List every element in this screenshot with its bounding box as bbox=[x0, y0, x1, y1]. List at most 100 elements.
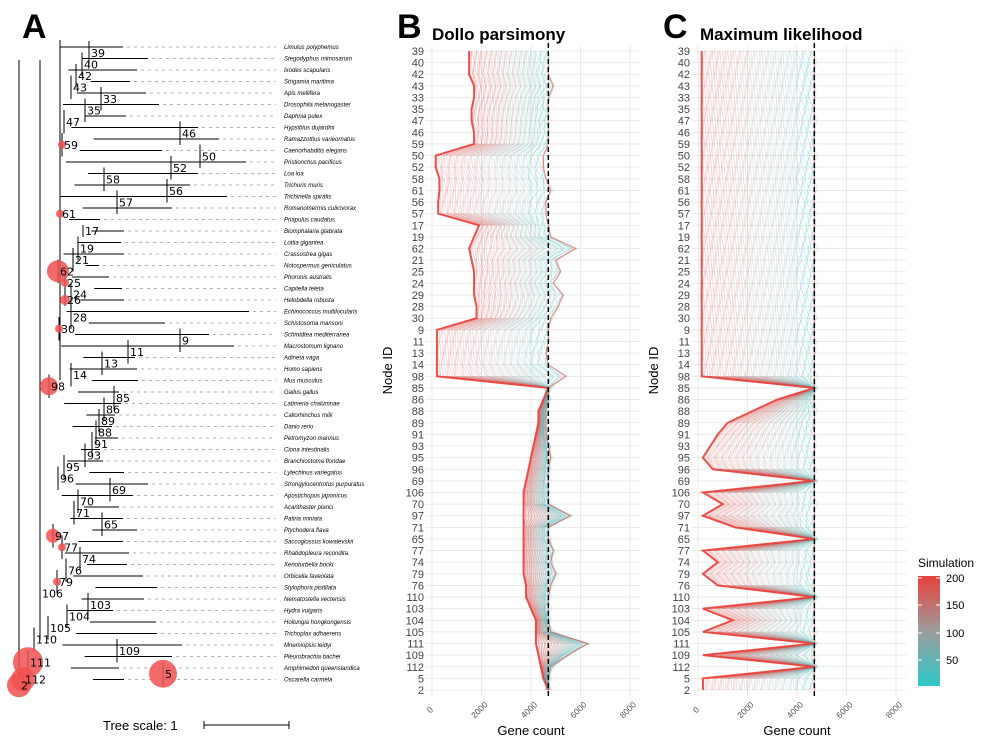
x-tick-label: 0 bbox=[425, 704, 436, 715]
node-label: 52 bbox=[173, 162, 187, 175]
node-bubbles bbox=[7, 140, 177, 698]
simulation-line bbox=[448, 50, 550, 691]
y-tick-label: 112 bbox=[672, 662, 690, 674]
panel-b-title: Dollo parsimony bbox=[432, 25, 566, 44]
simulation-line bbox=[508, 50, 572, 691]
simulation-line bbox=[800, 50, 819, 691]
y-tick-label: 111 bbox=[673, 639, 690, 651]
tree-scale-bar bbox=[203, 721, 290, 729]
y-tick-label: 21 bbox=[412, 255, 424, 267]
y-tick-label: 33 bbox=[678, 92, 690, 104]
node-label: 77 bbox=[64, 541, 78, 554]
node-label: 69 bbox=[112, 484, 126, 497]
tip-label: Branchiostoma floridae bbox=[284, 459, 346, 465]
simulation-line bbox=[521, 50, 579, 691]
node-label: 76 bbox=[68, 564, 82, 577]
simulation-line bbox=[719, 50, 816, 691]
x-tick-label: 6000 bbox=[568, 699, 589, 720]
y-tick-label: 62 bbox=[412, 244, 424, 256]
y-tick-label: 28 bbox=[678, 302, 690, 314]
simulation-line bbox=[772, 50, 817, 691]
simulation-line bbox=[474, 50, 556, 691]
y-tick-label: 62 bbox=[678, 244, 690, 256]
tip-label: Ciona intestinalis bbox=[284, 448, 329, 454]
tip-label: Romanomermis culicivorax bbox=[284, 206, 357, 212]
tree-scale-label: Tree scale: 1 bbox=[103, 718, 178, 733]
node-label: 25 bbox=[67, 277, 81, 290]
tip-label: Gallus gallus bbox=[284, 390, 318, 396]
node-bubble bbox=[40, 377, 58, 396]
y-tick-label: 88 bbox=[412, 406, 424, 418]
x-tick-label: 6000 bbox=[834, 699, 855, 720]
simulation-line bbox=[745, 50, 817, 691]
simulation-line bbox=[755, 50, 816, 691]
tip-label: Ixodes scapularis bbox=[284, 68, 330, 74]
y-tick-label: 56 bbox=[412, 197, 424, 209]
simulation-line bbox=[743, 50, 815, 691]
node-label: 17 bbox=[85, 225, 99, 238]
tip-leader-lines bbox=[103, 46, 276, 680]
tip-label: Crassostrea gigas bbox=[284, 252, 332, 258]
y-tick-label: 29 bbox=[412, 290, 424, 302]
node-label: 13 bbox=[104, 357, 118, 370]
panel-c-ml: C Maximum likelihood 3940424333354746595… bbox=[646, 8, 906, 738]
simulation-line bbox=[504, 50, 570, 691]
simulation-line bbox=[477, 50, 559, 691]
y-tick-label: 103 bbox=[406, 604, 424, 616]
node-label: 58 bbox=[106, 173, 120, 186]
y-tick-label: 77 bbox=[678, 546, 690, 558]
simulation-line bbox=[445, 50, 551, 691]
simulation-line bbox=[534, 50, 584, 691]
node-label: 96 bbox=[60, 472, 74, 485]
simulation-line bbox=[527, 50, 583, 691]
y-tick-label: 109 bbox=[406, 650, 424, 662]
tip-labels: Limulus polyphemus Stegodyphus mimosarum I… bbox=[283, 45, 364, 684]
y-tick-label: 52 bbox=[412, 162, 424, 174]
simulation-line bbox=[711, 50, 816, 691]
tip-label: Danio rerio bbox=[284, 425, 314, 431]
y-tick-label: 109 bbox=[672, 650, 690, 662]
simulation-line bbox=[791, 50, 817, 691]
y-tick-label: 47 bbox=[678, 116, 690, 128]
x-tick-label: 8000 bbox=[618, 699, 639, 720]
y-tick-label: 96 bbox=[412, 464, 424, 476]
y-tick-label: 35 bbox=[412, 104, 424, 116]
simulation-line bbox=[726, 50, 816, 691]
node-bubble bbox=[53, 577, 61, 586]
simulation-line bbox=[730, 50, 816, 691]
node-bubble bbox=[11, 667, 35, 692]
y-tick-label: 97 bbox=[412, 511, 424, 523]
simulation-line bbox=[766, 50, 817, 691]
simulation-line bbox=[488, 50, 563, 691]
simulation-line bbox=[496, 50, 566, 691]
panel-b-dollo: B Dollo parsimony 3940424333354746595052… bbox=[380, 8, 640, 738]
simulation-line bbox=[795, 50, 817, 691]
tip-label: Loa loa bbox=[284, 172, 304, 178]
y-tick-label: 50 bbox=[412, 151, 424, 163]
simulation-line bbox=[768, 50, 818, 691]
simulation-line bbox=[531, 50, 589, 691]
y-tick-label: 91 bbox=[412, 429, 424, 441]
y-tick-label: 47 bbox=[412, 116, 424, 128]
y-tick-label: 93 bbox=[412, 441, 424, 453]
node-label: 111 bbox=[30, 656, 51, 669]
simulation-line bbox=[703, 50, 816, 691]
simulation-line bbox=[481, 50, 559, 691]
y-tick-label: 25 bbox=[678, 267, 690, 279]
y-tick-label: 43 bbox=[412, 81, 424, 93]
node-label: 24 bbox=[73, 288, 87, 301]
simulation-line bbox=[753, 50, 817, 691]
simulation-line bbox=[467, 50, 553, 691]
y-tick-label: 74 bbox=[678, 557, 690, 569]
y-tick-label: 56 bbox=[678, 197, 690, 209]
simulation-line bbox=[764, 50, 817, 691]
simulation-line bbox=[493, 50, 566, 691]
x-tick-label: 4000 bbox=[519, 699, 540, 720]
tip-label: Lottia gigantea bbox=[284, 241, 324, 247]
legend-title: Simulation bbox=[918, 556, 974, 570]
simulation-line bbox=[736, 50, 816, 691]
tip-label: Saccoglossus kowalevskii bbox=[284, 540, 354, 546]
node-bubble bbox=[55, 324, 63, 333]
node-label: 46 bbox=[182, 127, 196, 140]
node-label: 110 bbox=[36, 633, 57, 646]
